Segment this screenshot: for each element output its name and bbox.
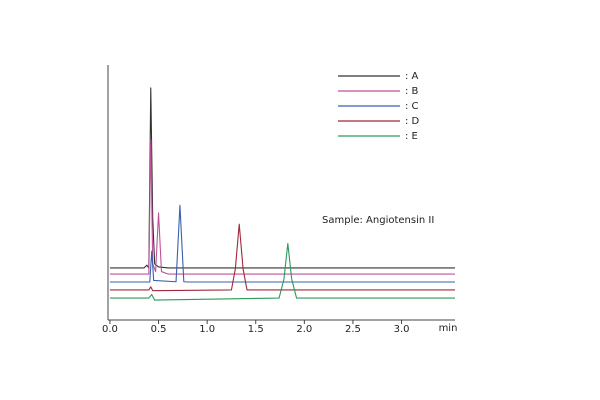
x-tick-label: 2.0 <box>296 324 312 335</box>
x-tick-label: 3.0 <box>394 324 410 335</box>
x-tick-label: 0.5 <box>151 324 167 335</box>
x-axis-label: min <box>439 323 458 334</box>
legend-label: : C <box>405 101 419 112</box>
series-line <box>109 242 455 301</box>
x-tick-label: 1.5 <box>248 324 264 335</box>
annotation: Sample: Angiotensin II <box>322 215 434 226</box>
x-tick-label: 1.0 <box>199 324 215 335</box>
legend-label: : D <box>405 116 420 127</box>
legend-label: : A <box>405 71 419 82</box>
series-line <box>109 87 455 269</box>
legend-label: : E <box>405 131 418 142</box>
x-tick-label: 2.5 <box>345 324 361 335</box>
series-line <box>109 223 455 292</box>
x-tick-label: 0.0 <box>102 324 118 335</box>
legend-label: : B <box>405 86 419 97</box>
series-line <box>109 139 455 275</box>
series-line <box>109 204 455 283</box>
